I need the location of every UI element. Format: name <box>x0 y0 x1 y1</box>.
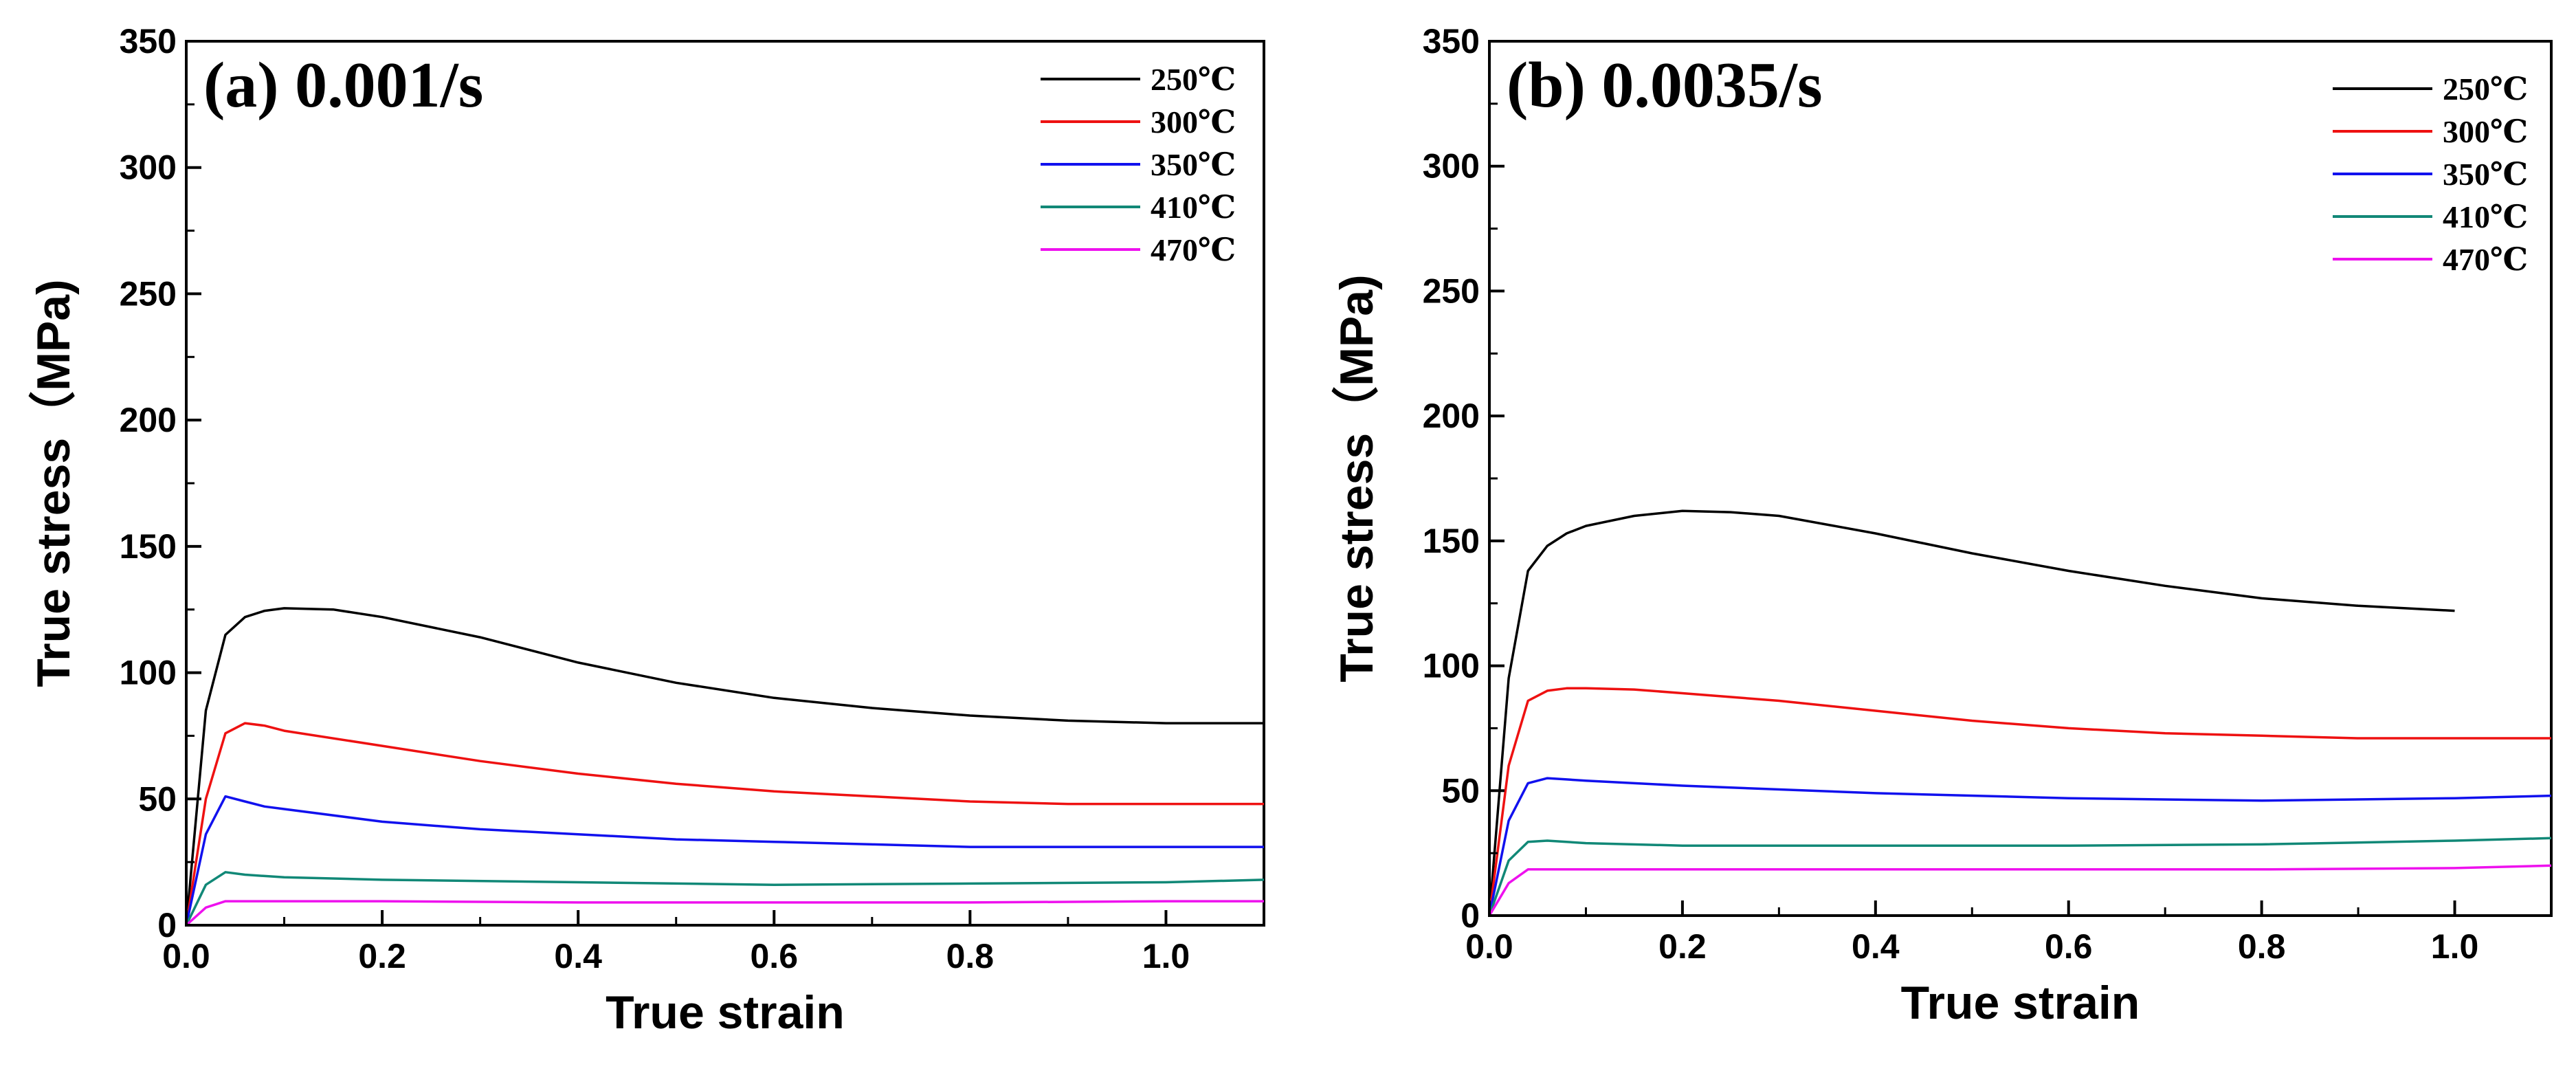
x-tick-label: 1.0 <box>1142 937 1190 975</box>
series-line-350c <box>1488 777 2552 916</box>
legend-b: 250℃ 300℃ 350℃ 410℃ 470℃ <box>2333 71 2528 277</box>
y-axis-label-b: True stress（MPa) <box>1331 274 1383 682</box>
chart-title-a: (a) 0.001/s <box>203 49 483 121</box>
series-lines-b <box>1488 509 2552 916</box>
series-lines-a <box>185 607 1265 927</box>
panel-a: 0.0 0.2 0.4 0.6 0.8 1.0050100150200250300350 … <box>27 22 1265 1039</box>
x-tick-label: 0.4 <box>1852 927 1900 966</box>
y-tick-label: 150 <box>1423 522 1480 560</box>
y-tick-label: 0 <box>157 906 177 944</box>
chart-title-b: (b) 0.0035/s <box>1507 49 1823 121</box>
x-tick-label: 0.6 <box>751 937 799 975</box>
x-tick-label: 0.6 <box>2045 927 2093 966</box>
x-tick-label: 0.2 <box>358 937 406 975</box>
x-axis-label-a: True strain <box>606 986 845 1039</box>
legend-label: 350℃ <box>1151 147 1236 182</box>
x-tick-label: 0.4 <box>554 937 602 975</box>
y-tick-label: 350 <box>120 22 177 60</box>
legend-label: 250℃ <box>2443 71 2528 107</box>
legend-label: 410℃ <box>1151 190 1236 225</box>
y-axis-label-a: True stress（MPa) <box>27 279 80 687</box>
y-tick-label: 50 <box>1441 771 1480 810</box>
x-tick-label: 0.0 <box>1465 927 1513 966</box>
series-line-350c <box>185 795 1264 926</box>
legend-label: 470℃ <box>1151 232 1236 267</box>
x-tick-label: 0.2 <box>1658 927 1707 966</box>
legend-label: 410℃ <box>2443 199 2528 234</box>
axis-ticks-a: 0.0 0.2 0.4 0.6 0.8 1.0 0 50 100 150 200 250 300 350 <box>120 22 1265 975</box>
legend-label: 350℃ <box>2443 157 2528 192</box>
legend-a: 250℃ 300℃ 350℃ 410℃ 470℃ <box>1041 62 1236 267</box>
y-tick-label: 250 <box>1423 272 1480 310</box>
series-line-250c <box>185 607 1264 926</box>
y-tick-label: 200 <box>120 401 177 439</box>
panel-b: 0.0 0.2 0.4 0.6 0.8 1.0050100150200250300350 … <box>1331 22 2553 1029</box>
y-tick-label: 250 <box>120 274 177 313</box>
x-tick-label: 0.8 <box>946 937 995 975</box>
series-line-470c <box>1488 864 2552 916</box>
series-line-470c <box>185 900 1264 927</box>
series-line-410c <box>1488 837 2552 916</box>
axis-ticks-b: 0.0 0.2 0.4 0.6 0.8 1.0 0 50 100 150 200 250 300 350 <box>1423 22 2553 966</box>
y-tick-label: 50 <box>138 779 177 818</box>
legend-label: 470℃ <box>2443 242 2528 277</box>
x-axis-label-b: True strain <box>1901 977 2140 1029</box>
y-tick-label: 300 <box>1423 147 1480 186</box>
x-tick-label: 0.8 <box>2238 927 2286 966</box>
legend-label: 300℃ <box>1151 104 1236 140</box>
y-tick-label: 350 <box>1423 22 1480 60</box>
series-line-300c <box>185 722 1264 926</box>
x-tick-label: 1.0 <box>2431 927 2479 966</box>
legend-label: 250℃ <box>1151 62 1236 97</box>
y-tick-label: 0 <box>1461 896 1480 935</box>
y-tick-label: 300 <box>120 148 177 187</box>
legend-label: 300℃ <box>2443 114 2528 149</box>
y-tick-label: 200 <box>1423 397 1480 435</box>
series-line-300c <box>1488 687 2551 916</box>
y-tick-label: 100 <box>1423 647 1480 685</box>
y-tick-label: 150 <box>120 527 177 566</box>
x-tick-label: 0.0 <box>162 937 210 975</box>
y-tick-label: 100 <box>120 654 177 692</box>
series-line-250c <box>1488 509 2455 916</box>
series-line-410c <box>185 871 1265 926</box>
